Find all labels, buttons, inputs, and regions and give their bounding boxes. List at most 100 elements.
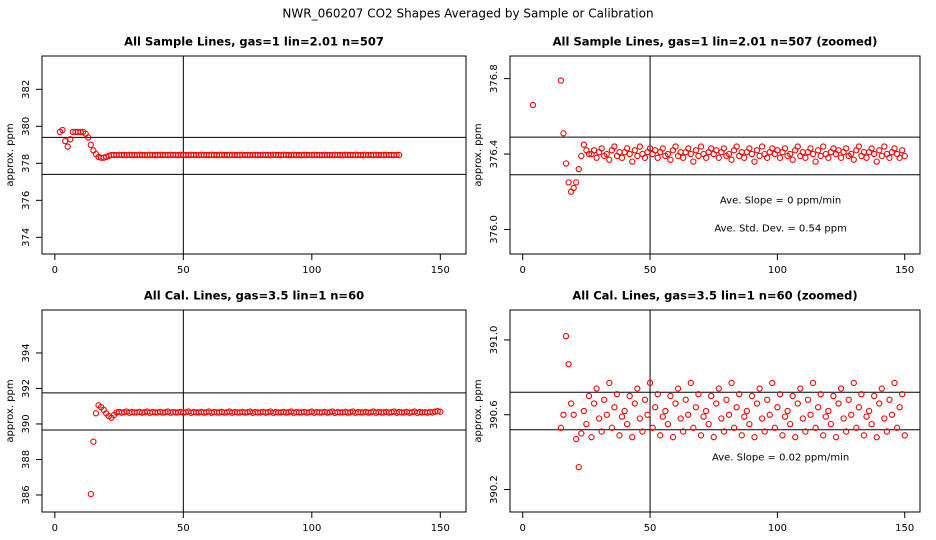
data-point bbox=[855, 404, 863, 411]
data-point bbox=[730, 424, 738, 431]
x-tick-label: 0 bbox=[520, 523, 526, 534]
data-point bbox=[812, 158, 819, 165]
plot-box bbox=[509, 55, 921, 255]
data-point bbox=[883, 428, 891, 435]
data-point bbox=[708, 392, 715, 400]
data-point bbox=[776, 154, 784, 161]
data-point bbox=[746, 145, 753, 152]
data-point bbox=[695, 152, 702, 160]
data-point bbox=[437, 408, 444, 415]
data-point bbox=[710, 434, 717, 441]
data-point bbox=[807, 145, 814, 152]
panel-title: All Sample Lines, gas=1 lin=2.01 n=507 bbox=[124, 35, 384, 49]
data-point bbox=[697, 432, 705, 439]
data-point bbox=[748, 150, 756, 158]
data-point bbox=[575, 165, 582, 173]
data-point bbox=[434, 408, 441, 415]
data-point bbox=[695, 391, 702, 398]
data-point bbox=[641, 154, 649, 161]
data-point bbox=[616, 149, 623, 156]
data-point bbox=[865, 407, 873, 415]
data-point bbox=[565, 361, 572, 368]
data-point bbox=[835, 147, 842, 154]
data-point bbox=[713, 400, 720, 407]
y-tick-label: 390 bbox=[21, 414, 32, 433]
data-point bbox=[61, 137, 69, 145]
data-point bbox=[756, 152, 763, 160]
data-point bbox=[723, 396, 730, 403]
annotation: Ave. Slope = 0 ppm/min bbox=[720, 196, 841, 207]
data-point bbox=[685, 145, 692, 152]
data-point bbox=[623, 420, 631, 428]
data-point bbox=[613, 391, 621, 398]
data-point bbox=[776, 391, 784, 398]
data-point bbox=[901, 152, 908, 160]
data-point bbox=[837, 154, 845, 161]
x-tick-label: 0 bbox=[52, 265, 58, 276]
data-point bbox=[565, 179, 572, 186]
x-tick-label: 50 bbox=[644, 265, 657, 276]
data-point bbox=[827, 420, 835, 428]
data-point bbox=[871, 150, 878, 158]
data-point bbox=[692, 147, 700, 154]
data-point bbox=[809, 379, 817, 387]
data-point bbox=[848, 411, 855, 418]
data-point bbox=[858, 391, 865, 398]
data-point bbox=[899, 391, 906, 398]
data-point bbox=[657, 432, 664, 439]
data-point bbox=[606, 156, 613, 163]
data-point bbox=[738, 432, 745, 439]
data-point bbox=[718, 415, 725, 422]
data-point bbox=[802, 428, 809, 435]
data-point bbox=[891, 379, 898, 387]
y-tick-label: 380 bbox=[21, 117, 32, 136]
data-point bbox=[761, 428, 768, 435]
data-point bbox=[636, 143, 644, 150]
data-point bbox=[863, 413, 870, 420]
data-point bbox=[618, 413, 626, 420]
data-point bbox=[583, 420, 590, 428]
data-point bbox=[758, 415, 766, 422]
data-point bbox=[901, 432, 908, 439]
data-point bbox=[680, 428, 687, 435]
data-point bbox=[888, 411, 896, 418]
data-point bbox=[87, 141, 94, 148]
data-point bbox=[802, 154, 809, 161]
data-point bbox=[595, 415, 603, 422]
data-point bbox=[896, 404, 903, 411]
data-point bbox=[573, 435, 580, 443]
x-tick-label: 50 bbox=[644, 523, 657, 534]
data-point bbox=[580, 141, 588, 148]
data-point bbox=[590, 400, 598, 407]
data-point bbox=[886, 154, 893, 161]
data-point bbox=[588, 434, 595, 441]
data-point bbox=[807, 411, 814, 418]
data-point bbox=[652, 404, 659, 411]
data-point bbox=[758, 143, 766, 150]
data-point bbox=[685, 411, 692, 418]
y-tick-label: 376 bbox=[21, 191, 32, 210]
data-point bbox=[825, 154, 832, 161]
data-point bbox=[804, 396, 812, 403]
data-point bbox=[687, 379, 694, 387]
data-point bbox=[774, 404, 781, 411]
x-tick-label: 100 bbox=[768, 265, 787, 276]
data-point bbox=[771, 424, 778, 431]
data-point bbox=[590, 147, 598, 154]
y-tick-label: 390.2 bbox=[489, 475, 500, 504]
data-point bbox=[393, 151, 400, 158]
data-point bbox=[85, 134, 92, 141]
data-point bbox=[876, 147, 883, 154]
x-tick-label: 150 bbox=[895, 523, 914, 534]
data-point bbox=[855, 143, 863, 150]
data-point bbox=[830, 145, 837, 152]
data-point bbox=[886, 396, 893, 403]
data-point bbox=[766, 411, 773, 418]
data-point bbox=[654, 391, 661, 398]
data-point bbox=[570, 411, 577, 418]
data-point bbox=[794, 143, 801, 150]
data-point bbox=[786, 420, 794, 428]
data-point bbox=[634, 152, 641, 160]
data-point bbox=[733, 143, 740, 150]
